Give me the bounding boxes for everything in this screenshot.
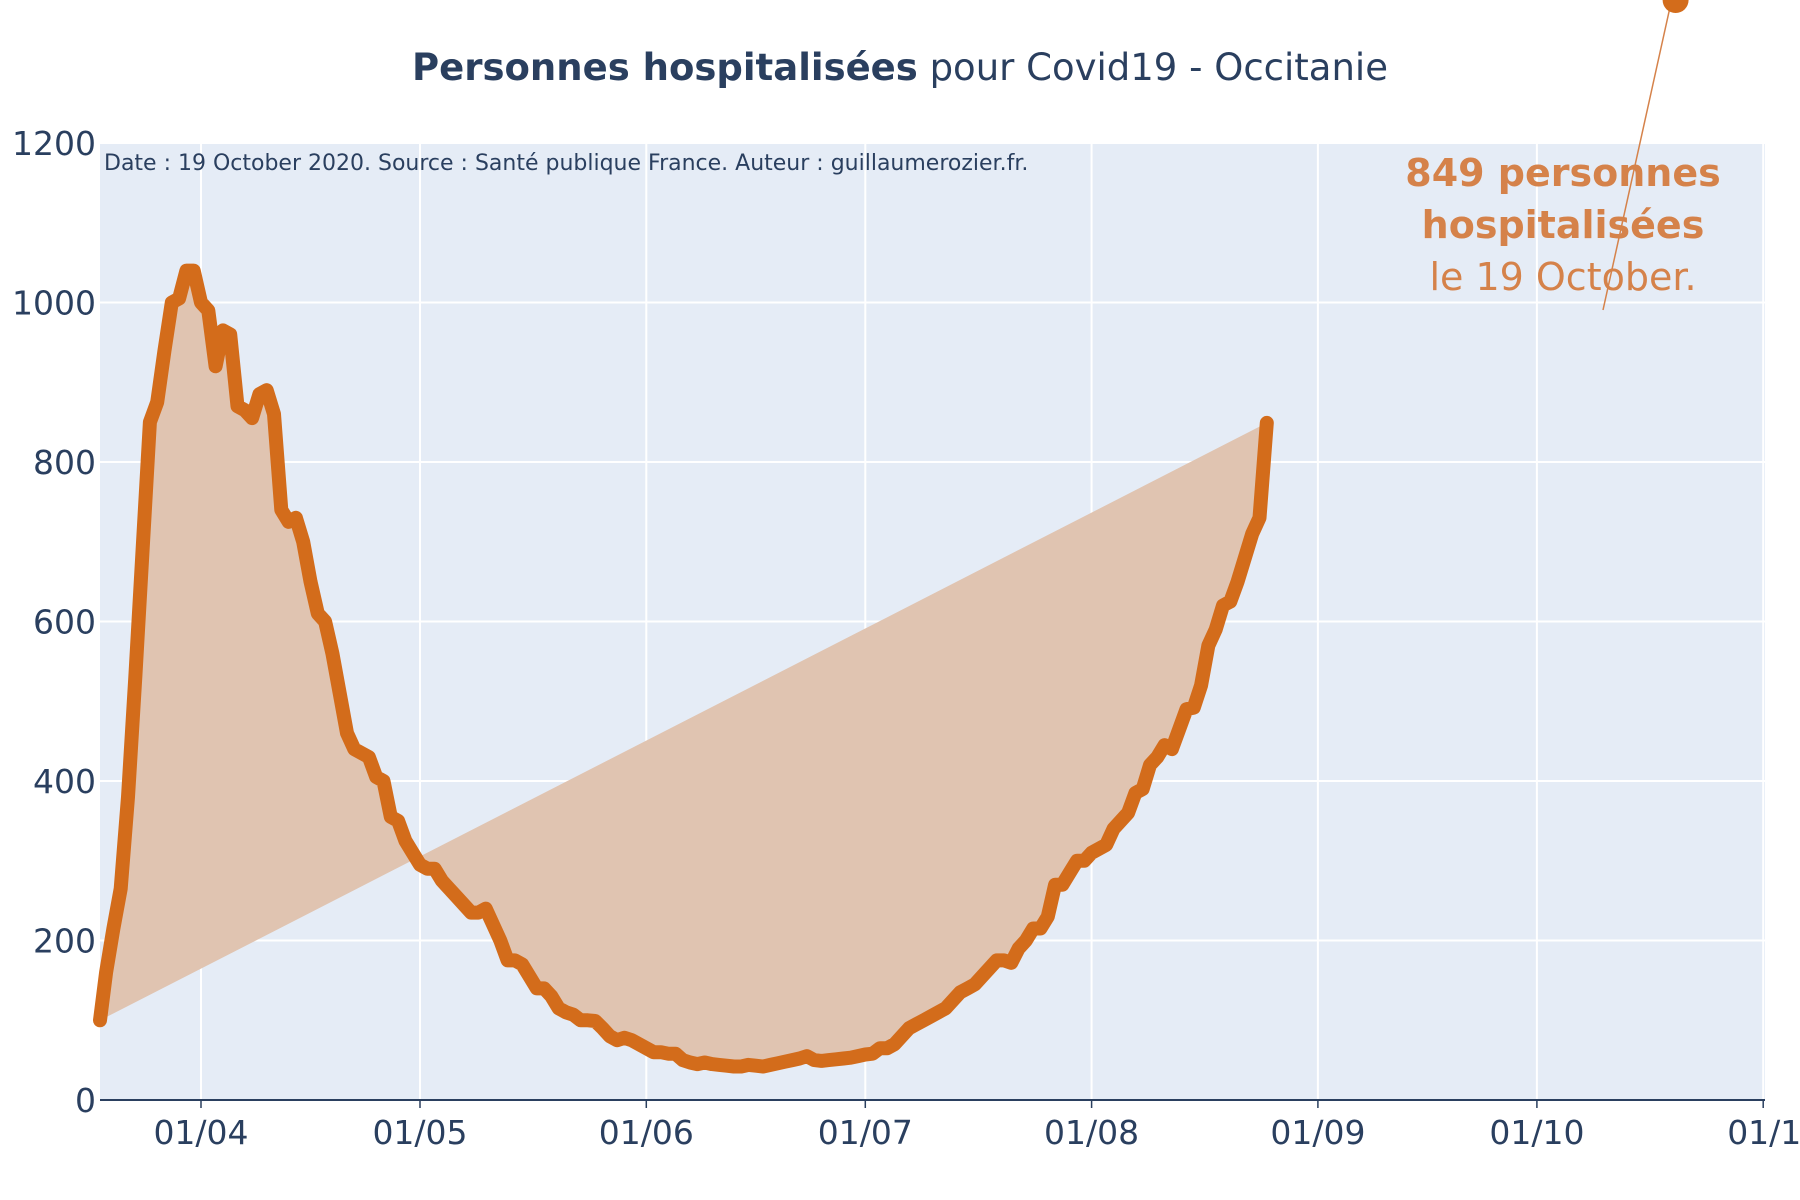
annotation-line3: le 19 October. bbox=[1429, 255, 1696, 299]
chart-title: Personnes hospitalisées pour Covid19 - O… bbox=[0, 46, 1800, 89]
data-point bbox=[1638, 0, 1640, 1]
y-axis: 0 200 400 600 800 1000 1200 bbox=[12, 124, 96, 1120]
x-tick-label: 01/04 bbox=[153, 1113, 248, 1152]
data-point bbox=[1470, 0, 1472, 1]
data-point bbox=[1558, 0, 1560, 1]
data-point bbox=[1653, 0, 1655, 1]
chart-title-bold: Personnes hospitalisées bbox=[412, 46, 918, 89]
data-point bbox=[1448, 0, 1450, 1]
x-tick-label: 01/07 bbox=[818, 1113, 913, 1152]
x-tick-label: 01/09 bbox=[1270, 1113, 1365, 1152]
data-point bbox=[1332, 0, 1334, 1]
source-note: Date : 19 October 2020. Source : Santé p… bbox=[104, 151, 1028, 176]
data-point bbox=[1602, 0, 1604, 1]
y-tick-label: 800 bbox=[33, 443, 96, 482]
data-point bbox=[1485, 0, 1487, 1]
data-point bbox=[1521, 0, 1523, 1]
data-point bbox=[1434, 0, 1436, 1]
data-point bbox=[1302, 0, 1304, 1]
x-tick-label: 01/08 bbox=[1044, 1113, 1139, 1152]
y-tick-label: 200 bbox=[33, 922, 96, 961]
data-point bbox=[1456, 0, 1458, 1]
data-point bbox=[1375, 0, 1377, 1]
data-point bbox=[1426, 0, 1428, 1]
y-tick-label: 0 bbox=[75, 1081, 96, 1120]
data-point bbox=[1295, 0, 1297, 1]
data-point bbox=[1514, 0, 1516, 1]
data-point bbox=[1361, 0, 1363, 1]
data-point bbox=[1339, 0, 1341, 1]
series-line bbox=[93, 263, 1274, 1074]
data-point bbox=[1368, 0, 1370, 1]
data-point bbox=[1565, 0, 1567, 1]
data-point bbox=[1551, 0, 1553, 1]
data-point bbox=[1536, 0, 1538, 1]
data-point bbox=[1397, 0, 1399, 1]
data-point bbox=[1441, 0, 1443, 1]
data-point bbox=[1609, 0, 1611, 1]
data-point bbox=[1288, 0, 1290, 1]
data-point bbox=[1463, 0, 1465, 1]
data-point bbox=[1353, 0, 1355, 1]
data-point bbox=[1405, 0, 1407, 1]
x-tick-label: 01/10 bbox=[1489, 1113, 1584, 1152]
data-point bbox=[1280, 0, 1282, 1]
annotation-line1: 849 personnes bbox=[1405, 151, 1721, 195]
data-point bbox=[1346, 0, 1348, 1]
data-point bbox=[1660, 0, 1662, 1]
data-point bbox=[1419, 0, 1421, 1]
data-point bbox=[1616, 0, 1618, 1]
data-point bbox=[1645, 0, 1647, 1]
data-point bbox=[1580, 0, 1582, 1]
last-value-marker bbox=[1662, 0, 1689, 13]
data-point bbox=[1507, 0, 1509, 1]
data-point bbox=[1631, 0, 1633, 1]
chart-title-rest: pour Covid19 - Occitanie bbox=[917, 46, 1388, 89]
series-area-fill bbox=[100, 270, 1267, 1067]
data-point bbox=[1383, 0, 1385, 1]
x-axis: 01/04 01/05 01/06 01/07 01/08 01/09 01/10 01/11 bbox=[100, 1099, 1800, 1152]
data-point bbox=[1587, 0, 1589, 1]
data-point bbox=[1310, 0, 1312, 1]
data-point bbox=[1572, 0, 1574, 1]
data-point bbox=[1412, 0, 1414, 1]
data-point bbox=[1543, 0, 1545, 1]
data-point bbox=[1492, 0, 1494, 1]
data-point bbox=[1478, 0, 1480, 1]
data-point bbox=[1499, 0, 1501, 1]
data-point bbox=[1624, 0, 1626, 1]
x-tick-label: 01/11 bbox=[1727, 1113, 1800, 1152]
data-point bbox=[1324, 0, 1326, 1]
x-tick-label: 01/05 bbox=[372, 1113, 467, 1152]
y-tick-label: 400 bbox=[33, 762, 96, 801]
annotation-line2: hospitalisées bbox=[1422, 203, 1705, 247]
data-point bbox=[1390, 0, 1392, 1]
data-point bbox=[1317, 0, 1319, 1]
y-tick-label: 1200 bbox=[12, 124, 96, 163]
annotation-arrow bbox=[1602, 0, 1673, 311]
data-point bbox=[1594, 0, 1596, 1]
data-point bbox=[1529, 0, 1531, 1]
data-point bbox=[1273, 0, 1275, 1]
y-tick-label: 1000 bbox=[12, 284, 96, 323]
y-tick-label: 600 bbox=[33, 603, 96, 642]
x-tick-label: 01/06 bbox=[599, 1113, 694, 1152]
